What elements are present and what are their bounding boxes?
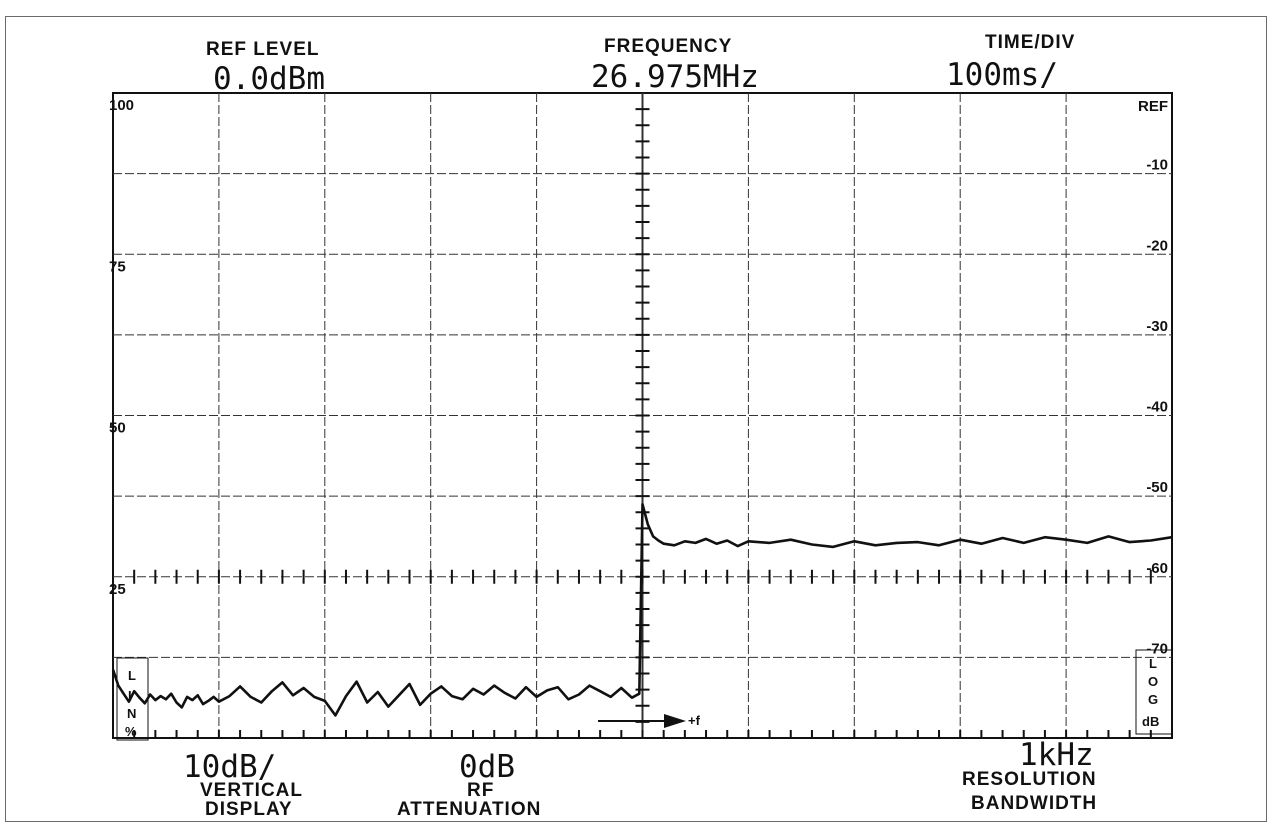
left-tick-label: 75 bbox=[109, 258, 126, 275]
lin-letter-1: L bbox=[128, 668, 136, 683]
lin-letter-3: N bbox=[127, 706, 136, 721]
right-tick-label: -70 bbox=[1146, 640, 1168, 657]
right-axis-ticks: REF -10 -20 -30 -40 -50 -60 -70 bbox=[1138, 98, 1168, 657]
log-letter-2: O bbox=[1148, 674, 1158, 689]
time-div-label: TIME/DIV bbox=[985, 32, 1076, 53]
left-tick-label: 100 bbox=[109, 97, 134, 114]
lin-percent-box: L I N % bbox=[116, 657, 149, 741]
right-tick-label: -20 bbox=[1146, 237, 1168, 254]
resolution-bandwidth-label-2: BANDWIDTH bbox=[971, 793, 1098, 814]
right-tick-label: -60 bbox=[1146, 560, 1168, 577]
vertical-display-value: 10dB/ bbox=[183, 749, 277, 785]
frequency-value: 26.975MHz bbox=[591, 59, 759, 95]
frequency-arrow: +f bbox=[598, 713, 701, 728]
left-tick-label: 25 bbox=[109, 581, 126, 598]
rf-attenuation-label-2: ATTENUATION bbox=[397, 799, 542, 820]
display-frame bbox=[5, 16, 1267, 822]
ref-level-label: REF LEVEL bbox=[206, 39, 320, 60]
log-letter-4: dB bbox=[1142, 714, 1159, 729]
vertical-display-label-2: DISPLAY bbox=[205, 799, 293, 820]
right-tick-label: -40 bbox=[1146, 399, 1168, 416]
right-tick-label: REF bbox=[1138, 98, 1168, 115]
graticule bbox=[112, 92, 1173, 739]
lin-letter-4: % bbox=[125, 724, 137, 739]
lin-letter-2: I bbox=[128, 688, 132, 703]
resolution-bandwidth-value: 1kHz bbox=[1019, 737, 1094, 773]
right-tick-label: -50 bbox=[1146, 479, 1168, 496]
left-axis-ticks: 100 75 50 25 bbox=[109, 97, 134, 598]
rf-attenuation-value: 0dB bbox=[459, 749, 515, 785]
frequency-label: FREQUENCY bbox=[604, 36, 733, 57]
ref-level-value: 0.0dBm bbox=[213, 61, 325, 97]
rf-attenuation-label-1: RF bbox=[467, 780, 495, 801]
resolution-bandwidth-label-1: RESOLUTION bbox=[962, 769, 1097, 790]
log-letter-1: L bbox=[1149, 656, 1157, 671]
log-letter-3: G bbox=[1148, 692, 1158, 707]
vertical-display-label-1: VERTICAL bbox=[200, 780, 303, 801]
left-tick-label: 50 bbox=[109, 420, 126, 437]
right-tick-label: -30 bbox=[1146, 318, 1168, 335]
log-db-box: L O G dB bbox=[1135, 649, 1173, 735]
freq-arrow-label: +f bbox=[688, 713, 701, 728]
right-tick-label: -10 bbox=[1146, 157, 1168, 174]
spectrum-trace bbox=[111, 502, 1173, 717]
time-div-value: 100ms/ bbox=[946, 57, 1058, 93]
